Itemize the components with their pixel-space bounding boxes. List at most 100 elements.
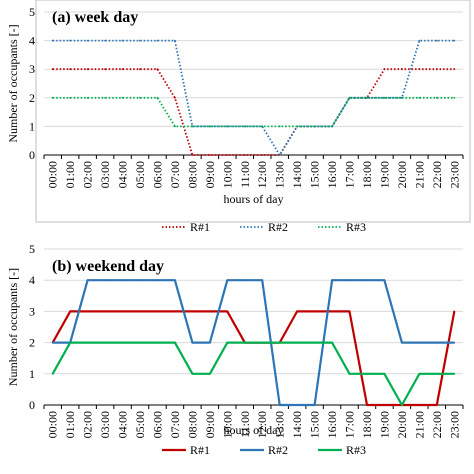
data-point (400, 404, 403, 406)
data-point (383, 96, 386, 99)
x-tick-label: 11:00 (238, 161, 252, 188)
x-tick-label: 21:00 (412, 411, 426, 438)
data-point (453, 68, 456, 71)
legend-label: R#1 (190, 443, 210, 457)
x-tick-label: 13:00 (273, 161, 287, 188)
legend-label: R#3 (346, 220, 366, 234)
data-point (435, 39, 438, 42)
y-tick-label: 1 (29, 119, 35, 133)
data-point (261, 279, 264, 282)
data-point (104, 279, 107, 282)
data-point (243, 279, 246, 282)
data-point (400, 341, 403, 344)
x-axis-label: hours of day (224, 192, 284, 206)
y-axis-label: Number of occupants [-] (6, 268, 20, 386)
x-tick-label: 21:00 (412, 161, 426, 188)
x-tick-label: 14:00 (290, 161, 304, 188)
data-point (121, 96, 124, 99)
data-point (243, 341, 246, 344)
data-point (418, 341, 421, 344)
data-point (191, 341, 194, 344)
data-point (121, 279, 124, 282)
x-tick-label: 19:00 (377, 411, 391, 438)
data-point (226, 279, 229, 282)
data-point (174, 310, 176, 313)
x-tick-label: 06:00 (150, 411, 164, 438)
data-point (86, 279, 89, 282)
data-point (208, 341, 211, 344)
data-point (121, 68, 124, 71)
data-point (104, 96, 107, 99)
data-point (69, 39, 72, 42)
data-point (104, 68, 107, 71)
data-point (261, 125, 264, 128)
data-point (86, 341, 89, 344)
data-point (104, 39, 107, 42)
x-tick-label: 18:00 (360, 411, 374, 438)
data-point (208, 125, 211, 128)
data-point (296, 125, 299, 128)
data-point (156, 341, 159, 344)
data-point (208, 310, 211, 313)
data-point (51, 39, 54, 42)
x-tick-label: 14:00 (290, 411, 304, 438)
data-point (139, 279, 141, 282)
data-point (453, 372, 456, 375)
x-tick-label: 01:00 (63, 411, 77, 438)
data-point (383, 372, 386, 375)
x-tick-label: 11:00 (238, 411, 252, 438)
data-point (348, 310, 351, 313)
data-point (191, 372, 194, 375)
data-point (51, 68, 54, 71)
y-tick-label: 2 (29, 336, 35, 350)
data-point (69, 96, 72, 99)
data-point (453, 341, 456, 344)
data-point (261, 154, 264, 156)
x-tick-label: 18:00 (360, 161, 374, 188)
data-point (435, 68, 438, 71)
data-point (174, 96, 176, 99)
data-point (453, 310, 456, 313)
data-point (366, 96, 368, 99)
x-tick-label: 15:00 (308, 161, 322, 188)
data-point (208, 372, 211, 375)
data-point (366, 279, 368, 282)
y-tick-label: 3 (29, 304, 35, 318)
x-tick-label: 20:00 (395, 161, 409, 188)
y-tick-label: 3 (29, 62, 35, 76)
x-tick-label: 16:00 (325, 161, 339, 188)
data-point (69, 310, 72, 313)
data-point (278, 125, 281, 128)
x-tick-label: 17:00 (343, 411, 357, 438)
x-tick-label: 04:00 (116, 161, 130, 188)
data-point (156, 39, 159, 42)
y-tick-label: 2 (29, 91, 35, 105)
data-point (139, 39, 141, 42)
data-point (139, 310, 141, 313)
series-line-R3 (52, 96, 455, 128)
y-axis-label: Number of occupants [-] (6, 24, 20, 142)
weekend-chart: 0 1 2 3 4 5 00:00 01:00 02:00 03:00 04:00 05:00 06:0… (6, 242, 464, 457)
data-point (278, 341, 281, 344)
data-point (69, 341, 72, 344)
x-tick-label: 03:00 (98, 161, 112, 188)
data-point (278, 154, 281, 156)
x-tick-label: 09:00 (203, 411, 217, 438)
data-point (139, 96, 141, 99)
data-point (121, 39, 124, 42)
data-point (156, 96, 159, 99)
y-tick-label: 5 (29, 242, 35, 256)
data-point (435, 372, 438, 375)
data-point (191, 154, 194, 156)
data-point (453, 39, 456, 42)
x-tick-label: 22:00 (430, 411, 444, 438)
data-point (383, 68, 386, 71)
x-tick-label: 12:00 (255, 411, 269, 438)
data-point (418, 96, 421, 99)
data-point (418, 68, 421, 71)
x-tick-label: 10:00 (220, 161, 234, 188)
data-point (331, 310, 333, 313)
data-point (331, 341, 333, 344)
x-tick-label: 01:00 (63, 161, 77, 188)
